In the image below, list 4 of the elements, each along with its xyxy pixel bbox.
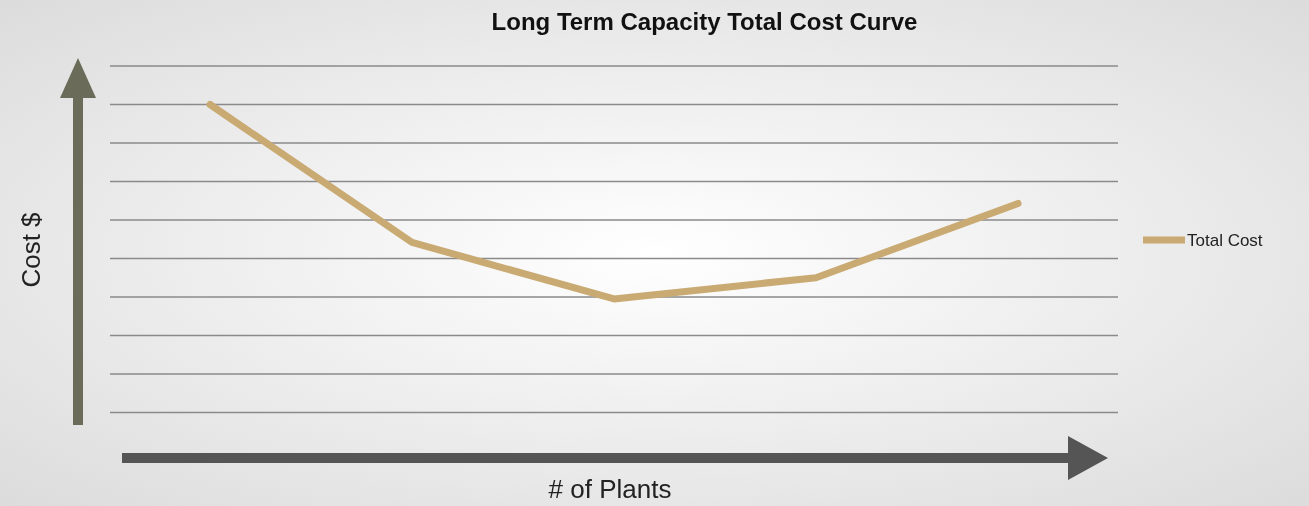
chart-title: Long Term Capacity Total Cost Curve (491, 8, 918, 35)
y-axis-title: Cost $ (16, 211, 46, 288)
legend-label: Total Cost (1187, 231, 1263, 250)
x-axis-title: # of Plants (548, 474, 672, 504)
